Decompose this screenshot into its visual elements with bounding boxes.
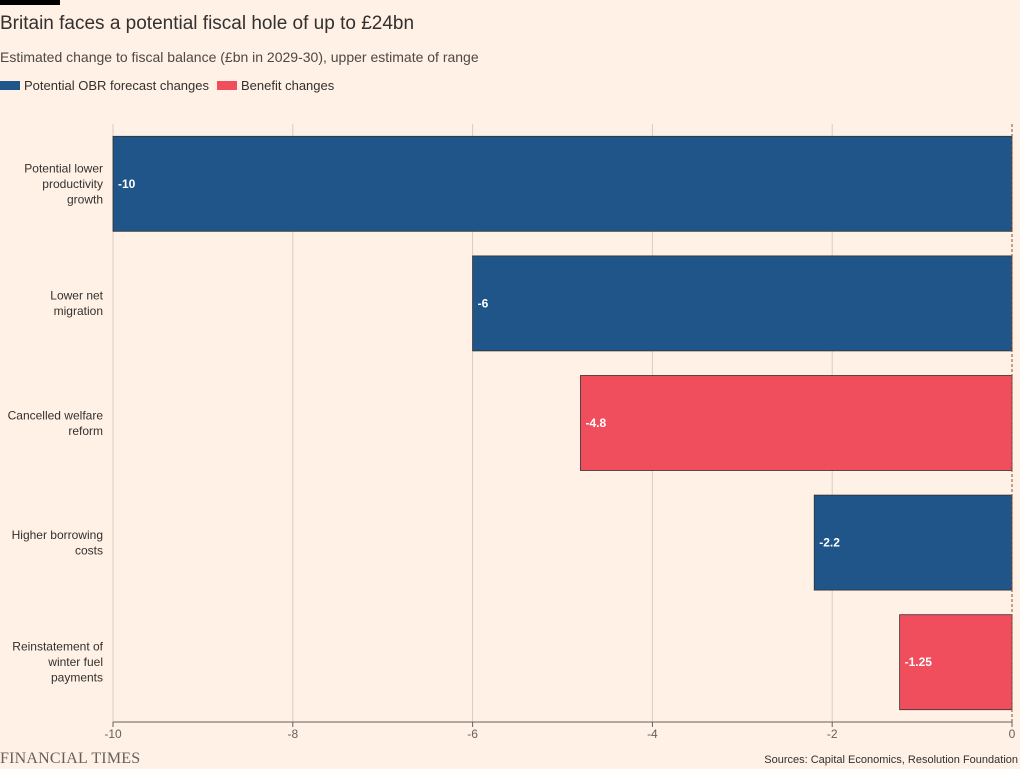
x-tick-label: -10	[104, 727, 122, 741]
bar	[580, 375, 1013, 471]
category-label-line: Cancelled welfare	[8, 408, 104, 422]
category-label: Cancelled welfare reform	[8, 408, 104, 438]
legend-swatch-obr	[0, 81, 20, 90]
x-tick-label: -8	[287, 727, 298, 741]
legend-item-obr: Potential OBR forecast changes	[0, 78, 209, 93]
legend-item-benefit: Benefit changes	[217, 78, 334, 93]
x-tick-label: -4	[647, 727, 658, 741]
legend-label-benefit: Benefit changes	[241, 78, 335, 93]
bar-value-label: -1.25	[905, 655, 933, 669]
category-label-line: Higher borrowing	[12, 528, 103, 542]
bar-value-label: -10	[118, 177, 136, 191]
bar-value-label: -4.8	[585, 416, 606, 430]
category-label-line: costs	[75, 543, 103, 557]
bar	[813, 494, 1013, 591]
x-tick-label: -2	[827, 727, 838, 741]
source-note: Sources: Capital Economics, Resolution F…	[764, 754, 1018, 766]
bar-value-label: -2.2	[819, 536, 840, 550]
legend-label-obr: Potential OBR forecast changes	[24, 78, 209, 93]
category-label-line: payments	[51, 671, 103, 685]
bar	[112, 135, 1013, 232]
category-label: Reinstatement of winter fuel payments	[12, 640, 103, 685]
category-label-line: growth	[67, 192, 103, 206]
category-label-line: Potential lower	[24, 161, 103, 175]
category-label-line: productivity	[42, 177, 103, 191]
legend-swatch-benefit	[217, 81, 237, 90]
bar	[899, 614, 1013, 711]
category-label: Higher borrowing costs	[12, 528, 103, 558]
ft-logo: FINANCIAL TIMES	[0, 750, 141, 767]
top-rule	[0, 0, 60, 5]
legend: Potential OBR forecast changes Benefit c…	[0, 78, 342, 93]
category-label-line: Reinstatement of	[12, 640, 103, 654]
category-label-line: winter fuel	[47, 655, 103, 669]
category-label-line: Lower net	[50, 289, 103, 303]
bar	[472, 255, 1013, 352]
category-label-line: reform	[68, 424, 103, 438]
x-tick-label: 0	[1009, 727, 1016, 741]
category-label: Lower net migration	[50, 289, 103, 319]
chart-title: Britain faces a potential fiscal hole of…	[0, 13, 415, 34]
chart-subtitle: Estimated change to fiscal balance (£bn …	[0, 49, 479, 65]
bar-value-label: -6	[478, 296, 489, 310]
category-label: Potential lower productivity growth	[24, 161, 103, 206]
x-tick-label: -6	[467, 727, 478, 741]
category-label-line: migration	[54, 304, 103, 318]
